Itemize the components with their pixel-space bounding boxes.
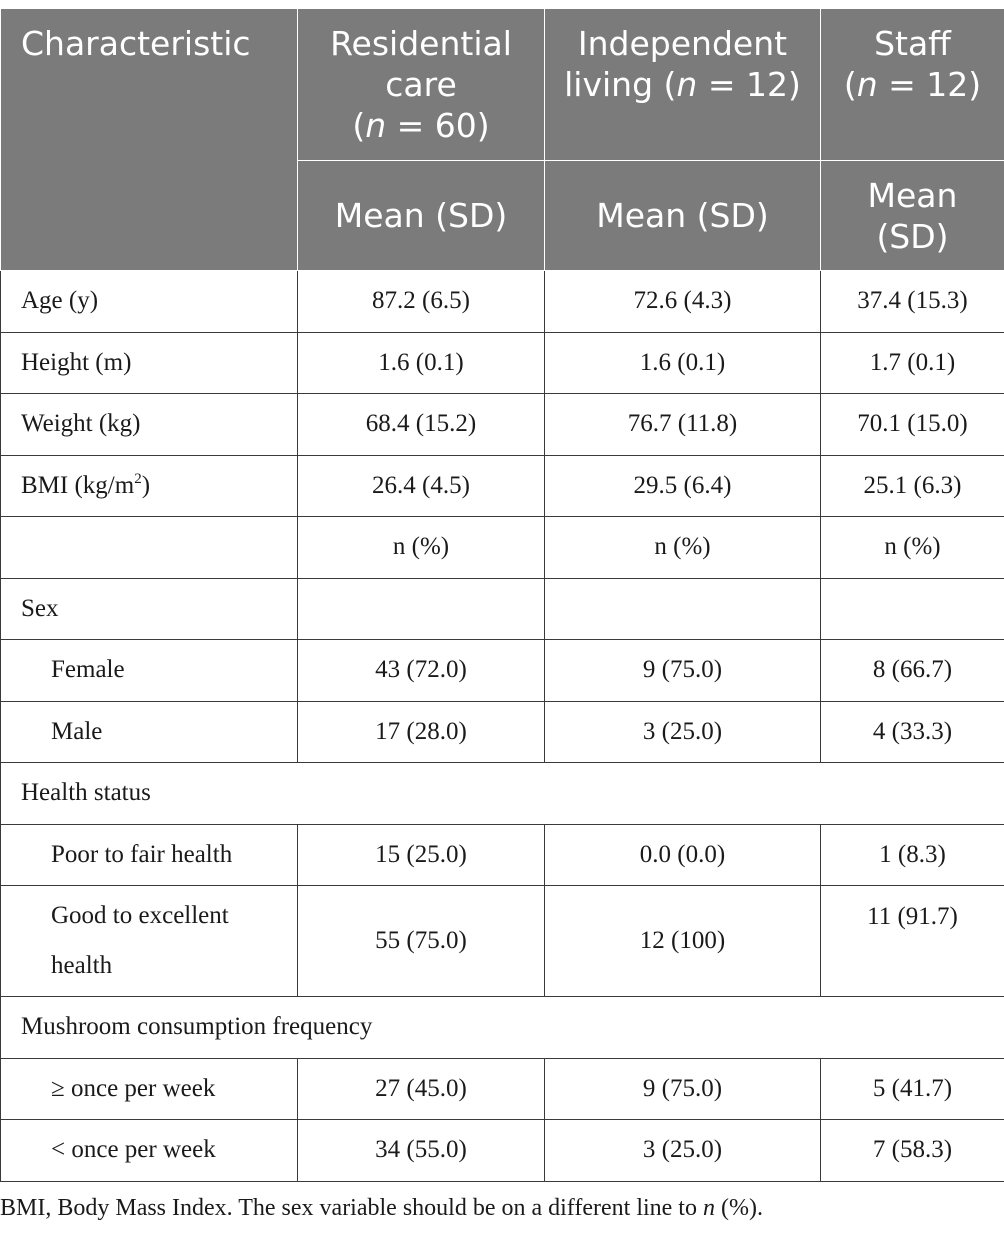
label-text: ): [141, 471, 151, 499]
header-residential-care: Residential care (n = 60): [297, 8, 545, 161]
table-cell: 29.5 (6.4): [544, 454, 821, 517]
group-name: Residential care: [330, 24, 512, 104]
table-cell: 1.6 (0.1): [297, 331, 545, 394]
stat-header: Mean (SD): [297, 160, 545, 271]
table-row: Sex: [0, 577, 1004, 640]
table-cell: 70.1 (15.0): [820, 393, 1004, 456]
table-cell: 1.6 (0.1): [544, 331, 821, 394]
characteristics-table: Characteristic Residential care (n = 60)…: [0, 8, 1004, 1182]
table-cell: 43 (72.0): [297, 639, 545, 702]
table-row: Good to excellent health 55 (75.0) 12 (1…: [0, 885, 1004, 997]
table-cell: 68.4 (15.2): [297, 393, 545, 456]
row-label: Height (m): [0, 331, 298, 394]
section-label: Mushroom consumption frequency: [0, 996, 1004, 1059]
table-cell: 76.7 (11.8): [544, 393, 821, 456]
row-label: [0, 516, 298, 579]
table-row: Age (y) 87.2 (6.5) 72.6 (4.3) 37.4 (15.3…: [0, 270, 1004, 333]
table-footnote: BMI, Body Mass Index. The sex variable s…: [0, 1192, 763, 1224]
header-independent-living: Independent living (n = 12): [544, 8, 821, 161]
group-name: Staff: [874, 24, 951, 63]
table-cell: 55 (75.0): [297, 885, 545, 997]
group-n-var: n: [365, 106, 387, 145]
table-cell: 25.1 (6.3): [820, 454, 1004, 517]
table-row: n (%) n (%) n (%): [0, 516, 1004, 579]
row-label: Weight (kg): [0, 393, 298, 456]
table-row: Poor to fair health 15 (25.0) 0.0 (0.0) …: [0, 823, 1004, 886]
footnote-text: BMI, Body Mass Index. The sex variable s…: [0, 1195, 703, 1221]
table-cell: 37.4 (15.3): [820, 270, 1004, 333]
table-cell: 87.2 (6.5): [297, 270, 545, 333]
table-cell: 17 (28.0): [297, 700, 545, 763]
table-row: Female 43 (72.0) 9 (75.0) 8 (66.7): [0, 639, 1004, 702]
table-cell: 34 (55.0): [297, 1119, 545, 1182]
header-row: Characteristic Residential care (n = 60)…: [0, 8, 1004, 271]
table-cell: [820, 577, 1004, 640]
table-cell: [297, 577, 545, 640]
subheader-row: Mean (SD) Mean (SD) Mean (SD): [1, 160, 1004, 271]
table-cell: 0.0 (0.0): [544, 823, 821, 886]
table-cell: 8 (66.7): [820, 639, 1004, 702]
table-row: Weight (kg) 68.4 (15.2) 76.7 (11.8) 70.1…: [0, 393, 1004, 456]
table-row: ≥ once per week 27 (45.0) 9 (75.0) 5 (41…: [0, 1057, 1004, 1120]
table-cell: 5 (41.7): [820, 1057, 1004, 1120]
row-label: Male: [0, 700, 298, 763]
footnote-italic: n: [702, 1195, 715, 1221]
table-cell: 72.6 (4.3): [544, 270, 821, 333]
group-n-prefix: (: [352, 106, 366, 145]
group-name: Independent living: [564, 24, 788, 104]
table-cell: 3 (25.0): [544, 1119, 821, 1182]
superscript: 2: [134, 470, 142, 487]
label-text: BMI (kg/m: [21, 471, 135, 499]
table-row: Mushroom consumption frequency: [0, 996, 1004, 1059]
table-row: Male 17 (28.0) 3 (25.0) 4 (33.3): [0, 700, 1004, 763]
table-cell: 27 (45.0): [297, 1057, 545, 1120]
table-cell: 1.7 (0.1): [820, 331, 1004, 394]
table-cell: 9 (75.0): [544, 1057, 821, 1120]
table-row: BMI (kg/m2) 26.4 (4.5) 29.5 (6.4) 25.1 (…: [0, 454, 1004, 517]
table-cell: n (%): [297, 516, 545, 579]
group-n-value: = 12): [877, 65, 982, 104]
header-characteristic: Characteristic: [0, 8, 298, 271]
table-row: Height (m) 1.6 (0.1) 1.6 (0.1) 1.7 (0.1): [0, 331, 1004, 394]
group-n-prefix: (: [843, 65, 857, 104]
footnote-end: (%).: [714, 1195, 763, 1221]
table-cell: 15 (25.0): [297, 823, 545, 886]
row-label: Age (y): [0, 270, 298, 333]
row-label: Sex: [0, 577, 298, 640]
table-cell: [544, 577, 821, 640]
table-cell: 26.4 (4.5): [297, 454, 545, 517]
table-cell: 12 (100): [544, 885, 821, 997]
stat-header: Mean (SD): [820, 160, 1004, 271]
row-label: ≥ once per week: [0, 1057, 298, 1120]
table-cell: 1 (8.3): [820, 823, 1004, 886]
row-label: Female: [0, 639, 298, 702]
table-cell: 4 (33.3): [820, 700, 1004, 763]
row-label: BMI (kg/m2): [0, 454, 298, 517]
group-n-var: n: [676, 65, 698, 104]
section-label: Health status: [0, 762, 1004, 825]
stat-header: Mean (SD): [544, 160, 821, 271]
table-cell: n (%): [820, 516, 1004, 579]
table-cell: 9 (75.0): [544, 639, 821, 702]
header-staff: Staff (n = 12): [820, 8, 1004, 161]
row-label: Poor to fair health: [0, 823, 298, 886]
table-row: < once per week 34 (55.0) 3 (25.0) 7 (58…: [0, 1119, 1004, 1182]
group-n-value: = 12): [697, 65, 801, 104]
table-cell: 7 (58.3): [820, 1119, 1004, 1182]
row-label: Good to excellent health: [0, 885, 298, 997]
group-n-var: n: [856, 65, 878, 104]
table-cell: 11 (91.7): [820, 885, 1004, 997]
group-n-value: = 60): [386, 106, 490, 145]
table-row: Health status: [0, 762, 1004, 825]
table-cell: 3 (25.0): [544, 700, 821, 763]
table-cell: n (%): [544, 516, 821, 579]
group-n-prefix: (: [663, 65, 677, 104]
row-label: < once per week: [0, 1119, 298, 1182]
